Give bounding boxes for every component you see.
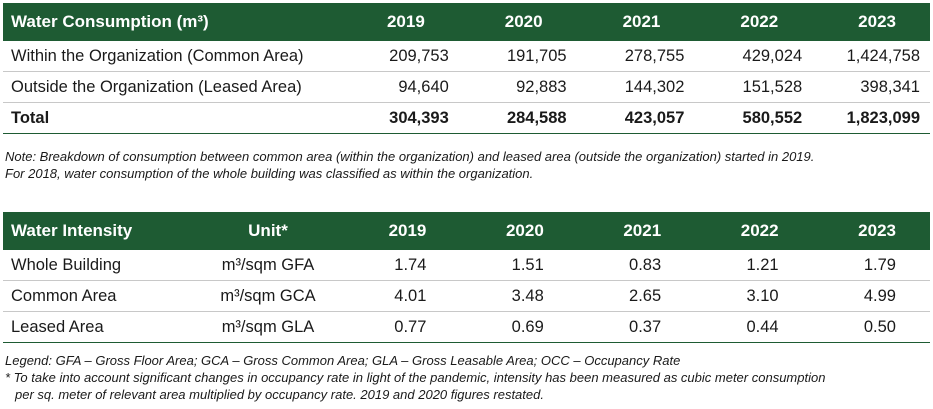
consumption-table-title: Water Consumption (m³) — [11, 12, 209, 31]
cell-value: 191,705 — [458, 41, 577, 72]
year-header: 2022 — [740, 221, 779, 240]
year-header: 2022 — [740, 12, 779, 31]
row-label: Outside the Organization (Leased Area) — [3, 71, 341, 103]
row-label: Leased Area — [3, 311, 193, 343]
total-value: 423,057 — [576, 102, 695, 134]
cell-value: 4.99 — [812, 280, 930, 312]
water-intensity-table: Water Intensity Unit* 2019 2020 2021 202… — [3, 212, 930, 343]
cell-value: 0.44 — [695, 311, 813, 343]
footnote-line: * To take into account significant chang… — [5, 370, 826, 385]
consumption-note: Note: Breakdown of consumption between c… — [5, 148, 814, 182]
intensity-header-row: Water Intensity Unit* 2019 2020 2021 202… — [3, 212, 930, 250]
cell-value: 94,640 — [341, 71, 459, 103]
year-header: 2019 — [388, 221, 427, 240]
cell-value: 278,755 — [576, 41, 695, 72]
total-value: 1,823,099 — [812, 102, 930, 134]
cell-value: 1.74 — [343, 250, 461, 281]
intensity-notes: Legend: GFA – Gross Floor Area; GCA – Gr… — [5, 352, 825, 403]
cell-value: 3.48 — [460, 280, 578, 312]
intensity-table-title: Water Intensity — [11, 221, 133, 240]
year-header: 2021 — [622, 12, 661, 31]
cell-value: 1.51 — [460, 250, 578, 281]
year-header: 2020 — [505, 221, 544, 240]
year-header: 2023 — [858, 12, 896, 31]
total-value: 284,588 — [458, 102, 577, 134]
note-line: For 2018, water consumption of the whole… — [5, 166, 534, 181]
footnote-line: per sq. meter of relevant area multiplie… — [15, 387, 544, 402]
cell-value: 0.77 — [343, 311, 461, 343]
water-consumption-table: Water Consumption (m³) 2019 2020 2021 20… — [3, 3, 930, 134]
row-label: Within the Organization (Common Area) — [3, 41, 341, 72]
cell-value: 429,024 — [694, 41, 813, 72]
unit-cell: m³/sqm GLA — [193, 311, 343, 343]
cell-value: 0.83 — [577, 250, 696, 281]
unit-header: Unit* — [248, 221, 288, 240]
year-header: 2021 — [623, 221, 662, 240]
note-line: Note: Breakdown of consumption between c… — [5, 149, 815, 164]
table-row: Outside the Organization (Leased Area) 9… — [3, 71, 930, 103]
cell-value: 144,302 — [576, 71, 695, 103]
year-header: 2019 — [386, 12, 425, 31]
unit-cell: m³/sqm GFA — [193, 250, 343, 281]
cell-value: 209,753 — [341, 41, 459, 72]
total-label: Total — [3, 102, 341, 134]
cell-value: 1,424,758 — [812, 41, 930, 72]
legend-text: Legend: GFA – Gross Floor Area; GCA – Gr… — [5, 353, 681, 368]
year-header: 2020 — [504, 12, 543, 31]
year-header: 2023 — [858, 221, 896, 240]
total-row: Total 304,393 284,588 423,057 580,552 1,… — [3, 102, 930, 134]
cell-value: 4.01 — [343, 280, 461, 312]
cell-value: 92,883 — [458, 71, 577, 103]
cell-value: 0.37 — [577, 311, 696, 343]
table-row: Leased Area m³/sqm GLA 0.77 0.69 0.37 0.… — [3, 311, 930, 343]
row-label: Whole Building — [3, 250, 193, 281]
cell-value: 151,528 — [694, 71, 813, 103]
table-row: Within the Organization (Common Area) 20… — [3, 41, 930, 72]
row-label: Common Area — [3, 280, 193, 312]
cell-value: 0.50 — [812, 311, 930, 343]
cell-value: 0.69 — [460, 311, 578, 343]
consumption-header-row: Water Consumption (m³) 2019 2020 2021 20… — [3, 3, 930, 41]
cell-value: 1.79 — [812, 250, 930, 281]
total-value: 580,552 — [694, 102, 813, 134]
table-row: Whole Building m³/sqm GFA 1.74 1.51 0.83… — [3, 250, 930, 281]
cell-value: 3.10 — [695, 280, 813, 312]
cell-value: 2.65 — [577, 280, 696, 312]
unit-cell: m³/sqm GCA — [193, 280, 343, 312]
total-value: 304,393 — [341, 102, 459, 134]
table-row: Common Area m³/sqm GCA 4.01 3.48 2.65 3.… — [3, 280, 930, 312]
cell-value: 398,341 — [812, 71, 930, 103]
cell-value: 1.21 — [695, 250, 813, 281]
